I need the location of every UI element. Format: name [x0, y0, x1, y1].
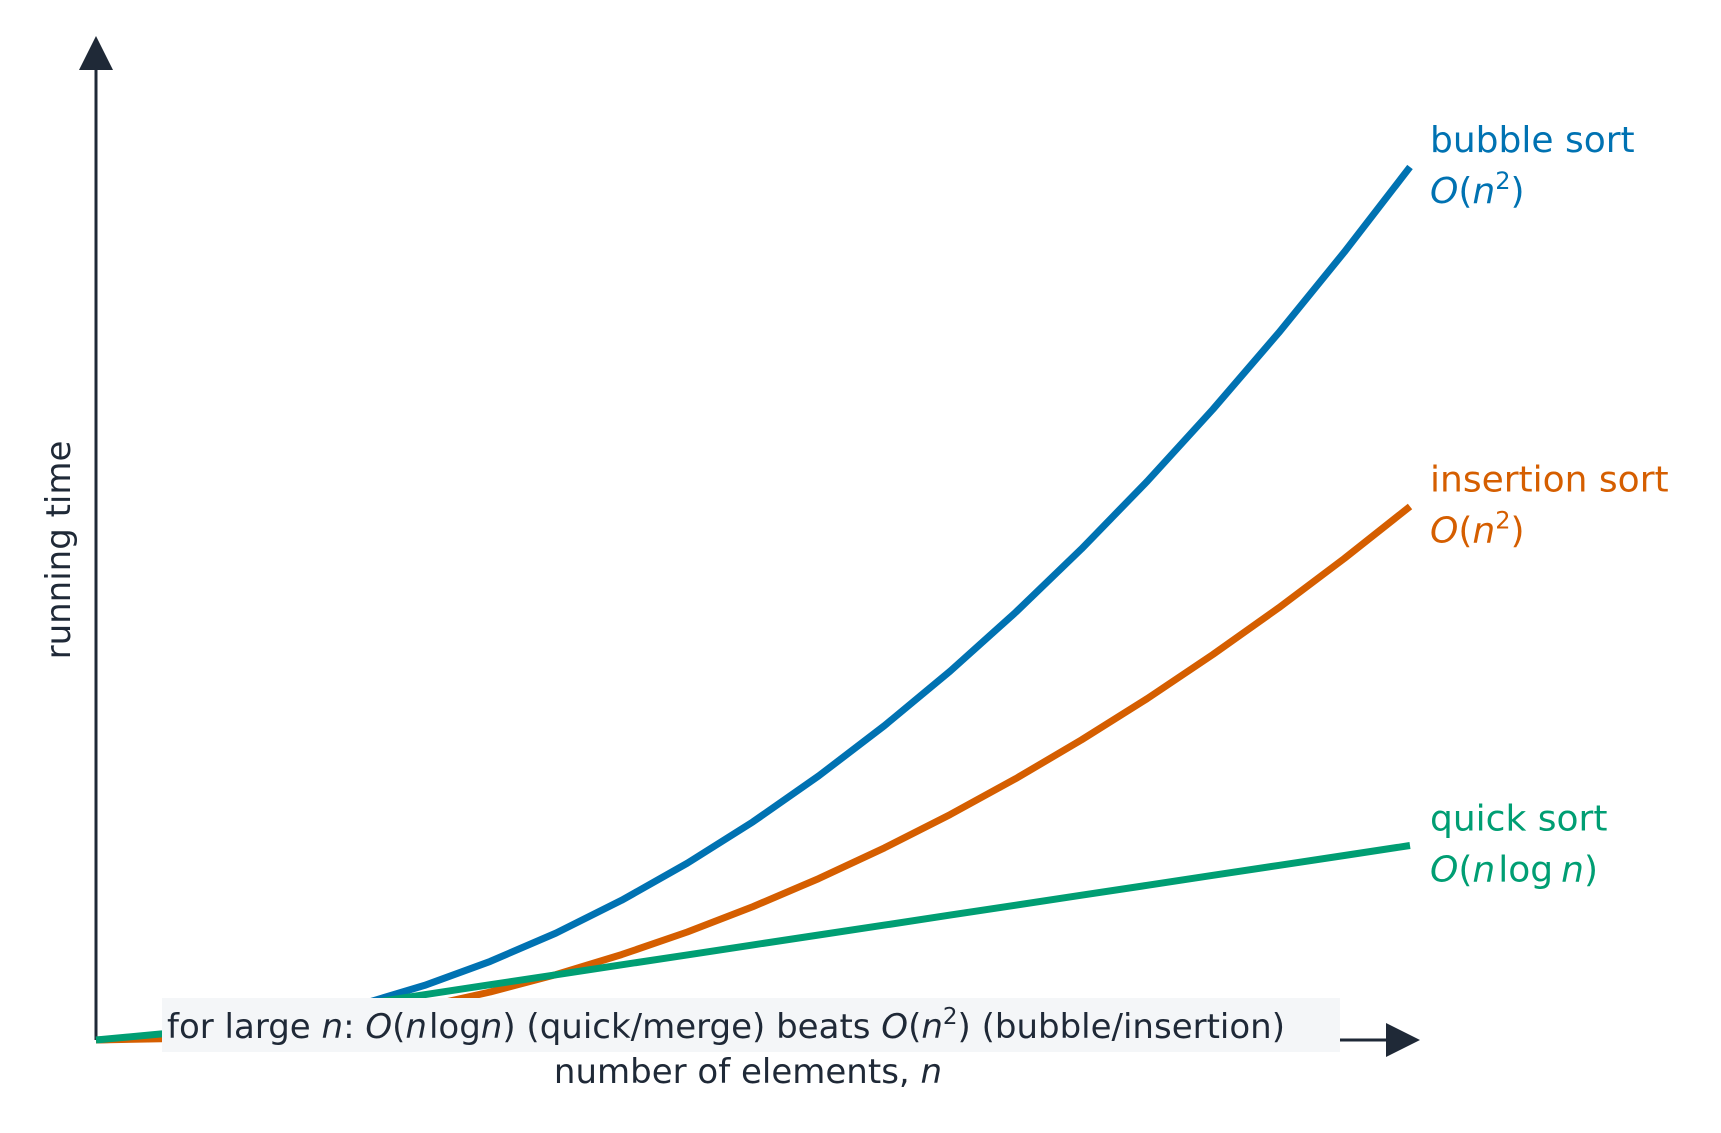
x-axis-label-text: number of elements,: [554, 1052, 921, 1092]
series-line-insertion: [95, 503, 1413, 1044]
series-label-bubble: bubble sort: [1430, 120, 1635, 161]
series-complexity-bubble: O(n2): [1430, 167, 1525, 212]
annotation-text: for large n: O(nlogn) (quick/merge) beat…: [167, 1004, 1285, 1047]
annotation-layer: for large n: O(nlogn) (quick/merge) beat…: [162, 998, 1340, 1052]
annotation-box: [162, 998, 1340, 1052]
series-complexity-quick: O(nlog n): [1430, 850, 1598, 891]
series-label-quick: quick sort: [1430, 799, 1607, 840]
x-axis-label: number of elements, n: [554, 1052, 942, 1092]
y-axis-label: running time: [39, 441, 79, 660]
y-axis-arrow: [79, 36, 113, 70]
series-layer: [95, 164, 1413, 1044]
labels-layer: bubble sort O(n2) insertion sort O(n2) quick…: [1430, 120, 1669, 891]
series-label-insertion: insertion sort: [1430, 460, 1669, 501]
series-complexity-insertion: O(n2): [1430, 507, 1525, 552]
axes: number of elements, n running time: [39, 36, 1420, 1092]
x-axis-arrow: [1386, 1023, 1420, 1057]
x-axis-label-var: n: [921, 1052, 943, 1092]
